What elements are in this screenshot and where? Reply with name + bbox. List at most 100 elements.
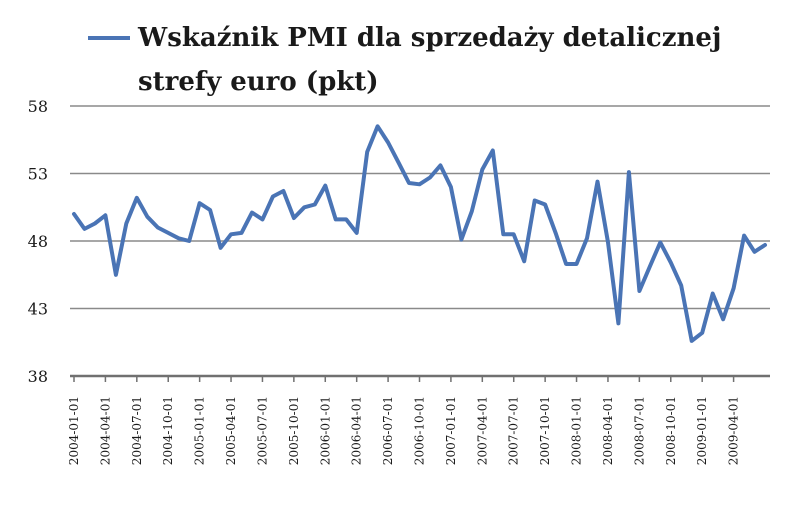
x-tick-label: 2009-01-01 — [695, 396, 709, 465]
data-point — [366, 151, 368, 153]
data-point — [429, 177, 431, 179]
x-tick-label: 2006-04-01 — [350, 396, 364, 465]
x-tick-label: 2005-01-01 — [193, 396, 207, 465]
x-tick-label: 2006-01-01 — [318, 396, 332, 465]
data-point — [335, 219, 337, 221]
data-point — [523, 261, 525, 263]
data-point — [408, 182, 410, 184]
data-point — [115, 274, 117, 276]
data-point — [471, 211, 473, 213]
data-point — [691, 340, 693, 342]
data-point — [670, 262, 672, 264]
data-point — [241, 232, 243, 234]
data-point — [105, 215, 107, 217]
data-point — [147, 216, 149, 218]
data-point — [283, 190, 285, 192]
x-tick-label: 2007-07-01 — [507, 396, 521, 465]
x-tick-label: 2004-10-01 — [161, 396, 175, 465]
series-line-pmi — [72, 124, 767, 343]
y-tick-label: 38 — [28, 367, 48, 386]
data-point — [607, 242, 609, 244]
x-tick-label: 2004-07-01 — [130, 396, 144, 465]
data-point — [712, 293, 714, 295]
data-point — [387, 142, 389, 144]
data-point — [733, 288, 735, 290]
x-tick-label: 2009-04-01 — [727, 396, 741, 465]
x-tick-label: 2008-10-01 — [664, 396, 678, 465]
data-point — [272, 196, 274, 198]
x-tick-label: 2008-04-01 — [601, 396, 615, 465]
gridlines — [70, 105, 770, 378]
x-axis: 2004-01-01 2004-04-01 2004-07-01 2004-10-01… — [67, 376, 741, 465]
data-point — [377, 126, 379, 128]
data-point — [701, 332, 703, 334]
x-tick-label: 2004-01-01 — [67, 396, 81, 465]
x-tick-label: 2007-01-01 — [444, 396, 458, 465]
data-point — [555, 232, 557, 234]
data-point — [482, 169, 484, 171]
data-point — [628, 171, 630, 173]
y-tick-label: 43 — [28, 300, 48, 319]
x-tick-label: 2006-07-01 — [381, 396, 395, 465]
data-point — [220, 247, 222, 249]
data-point — [639, 290, 641, 292]
data-point — [167, 232, 169, 234]
data-point — [262, 219, 264, 221]
x-tick-label: 2007-04-01 — [475, 396, 489, 465]
data-point — [126, 223, 128, 225]
legend-label-line-2: strefy euro (pkt) — [138, 67, 379, 97]
data-point — [450, 186, 452, 188]
x-tick-label: 2004-04-01 — [98, 396, 112, 465]
y-tick-label: 53 — [28, 165, 48, 184]
y-tick-label: 58 — [28, 97, 48, 116]
data-point — [680, 285, 682, 287]
data-point — [649, 266, 651, 268]
data-point — [84, 228, 86, 230]
data-point — [314, 204, 316, 206]
data-point — [597, 181, 599, 183]
data-point — [461, 239, 463, 241]
data-point — [199, 202, 201, 204]
data-point — [586, 238, 588, 240]
data-point — [440, 165, 442, 167]
data-point — [94, 223, 96, 225]
data-point — [136, 197, 138, 199]
data-point — [503, 234, 505, 236]
x-tick-label: 2008-07-01 — [632, 396, 646, 465]
data-point — [754, 251, 756, 253]
x-tick-label: 2006-10-01 — [413, 396, 427, 465]
x-tick-label: 2005-07-01 — [255, 396, 269, 465]
data-point — [345, 219, 347, 221]
data-point — [544, 204, 546, 206]
data-point — [251, 212, 253, 214]
data-point — [157, 227, 159, 229]
data-point — [398, 162, 400, 164]
data-point — [356, 232, 358, 234]
data-point — [660, 242, 662, 244]
legend-label-line-1: Wskaźnik PMI dla sprzedaży detalicznej — [137, 23, 721, 53]
x-tick-label: 2007-10-01 — [538, 396, 552, 465]
y-tick-label: 48 — [28, 232, 48, 251]
y-axis-tick-labels: 58 53 48 43 38 — [28, 97, 48, 386]
data-point — [73, 213, 75, 215]
x-tick-label: 2005-04-01 — [224, 396, 238, 465]
data-point — [209, 209, 211, 211]
data-point — [419, 184, 421, 186]
x-tick-label: 2008-01-01 — [570, 396, 584, 465]
data-point — [565, 263, 567, 265]
data-point — [722, 319, 724, 321]
data-point — [576, 263, 578, 265]
legend: Wskaźnik PMI dla sprzedaży detalicznej s… — [88, 23, 721, 97]
data-point — [325, 185, 327, 187]
data-point — [188, 240, 190, 242]
data-point — [230, 234, 232, 236]
data-point — [178, 238, 180, 240]
data-point — [534, 200, 536, 202]
data-point — [304, 207, 306, 209]
data-point — [513, 234, 515, 236]
data-point — [618, 323, 620, 325]
data-point — [492, 150, 494, 152]
data-point — [293, 217, 295, 219]
data-point — [743, 235, 745, 237]
